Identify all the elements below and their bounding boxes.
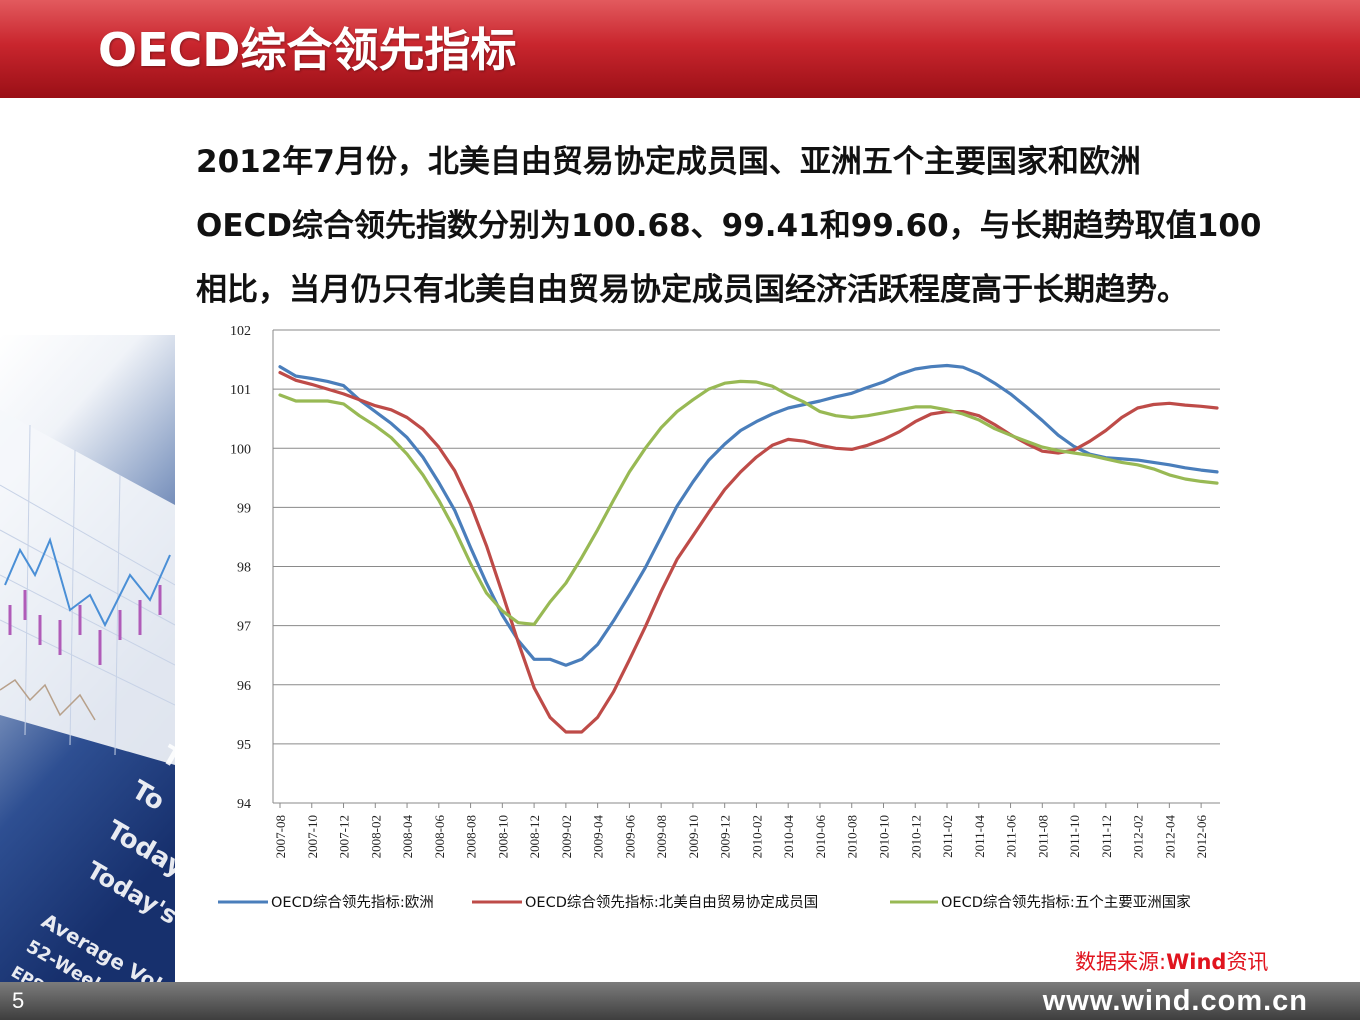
source-brand: Wind <box>1166 950 1227 974</box>
y-tick-label: 98 <box>237 561 251 576</box>
x-tick-label: 2010-10 <box>876 815 891 858</box>
y-tick-label: 97 <box>237 620 251 635</box>
x-tick-label: 2010-04 <box>781 815 796 859</box>
oecd-cli-line-chart: 94 95 96 97 98 99 100 101 102 2007-08 2007-10 2007-… <box>218 324 1220 911</box>
x-tick-label: 2010-12 <box>908 815 923 858</box>
x-tick-label: 2012-04 <box>1162 815 1177 859</box>
x-tick-label: 2011-12 <box>1099 815 1114 858</box>
x-tick-label: 2008-08 <box>464 815 479 858</box>
y-tick-label: 100 <box>230 442 251 457</box>
x-tick-label: 2011-04 <box>972 815 987 858</box>
x-tick-label: 2010-08 <box>845 815 860 858</box>
series-line-1 <box>278 363 1219 667</box>
summary-line-2: OECD综合领先指数分别为100.68、99.41和99.60，与长期趋势取值1… <box>196 208 1262 244</box>
x-tick-label: 2009-02 <box>559 815 574 858</box>
x-tick-label: 2008-12 <box>527 815 542 858</box>
x-tick-label: 2012-02 <box>1131 815 1146 858</box>
summary-line-3: 相比，当月仍只有北美自由贸易协定成员国经济活跃程度高于长期趋势。 <box>196 272 1188 308</box>
x-tick-label: 2011-02 <box>940 815 955 858</box>
summary-line-1: 2012年7月份，北美自由贸易协定成员国、亚洲五个主要国家和欧洲 <box>196 144 1141 180</box>
stock-ticker-image: T To Today Today's Average Vol 52-Week E… <box>0 335 175 985</box>
source-suffix: 资讯 <box>1226 950 1269 974</box>
website-url: www.wind.com.cn <box>1042 985 1308 1017</box>
legend-label: OECD综合领先指标:欧洲 <box>271 894 434 911</box>
x-tick-label: 2008-10 <box>495 815 510 858</box>
series-line-3 <box>278 379 1219 626</box>
source-prefix: 数据来源: <box>1075 950 1167 974</box>
y-tick-label: 99 <box>237 501 251 516</box>
x-tick-label: 2009-04 <box>591 815 606 859</box>
y-tick-label: 96 <box>237 679 251 694</box>
x-tick-label: 2010-02 <box>749 815 764 858</box>
legend-label: OECD综合领先指标:北美自由贸易协定成员国 <box>525 894 818 911</box>
x-tick-label: 2007-10 <box>305 815 320 858</box>
legend-label: OECD综合领先指标:五个主要亚洲国家 <box>941 894 1191 911</box>
x-tick-label: 2008-04 <box>400 815 415 859</box>
x-tick-label: 2009-12 <box>718 815 733 858</box>
x-tick-label: 2012-06 <box>1194 815 1209 859</box>
x-tick-label: 2009-10 <box>686 815 701 858</box>
x-tick-label: 2011-08 <box>1035 815 1050 858</box>
x-tick-label: 2011-10 <box>1067 815 1082 858</box>
y-tick-label: 101 <box>230 383 251 398</box>
x-tick-label: 2008-06 <box>432 815 447 859</box>
y-tick-label: 102 <box>230 324 251 339</box>
page-number: 5 <box>12 988 25 1013</box>
y-tick-label: 94 <box>237 797 251 812</box>
summary-text: 2012年7月份，北美自由贸易协定成员国、亚洲五个主要国家和欧洲 OECD综合领… <box>196 130 1296 322</box>
data-source-note: 数据来源:Wind资讯 <box>1075 946 1268 976</box>
x-tick-label: 2010-06 <box>813 815 828 859</box>
y-tick-label: 95 <box>237 738 251 753</box>
title-banner <box>0 0 1360 98</box>
page-title: OECD综合领先指标 <box>98 23 517 77</box>
x-tick-label: 2009-08 <box>654 815 669 858</box>
x-tick-label: 2009-06 <box>622 815 637 859</box>
x-tick-label: 2007-12 <box>337 815 352 858</box>
x-tick-label: 2007-08 <box>273 815 288 858</box>
x-tick-label: 2008-02 <box>368 815 383 858</box>
footer-bar <box>0 982 1360 1020</box>
x-tick-label: 2011-06 <box>1004 815 1019 858</box>
